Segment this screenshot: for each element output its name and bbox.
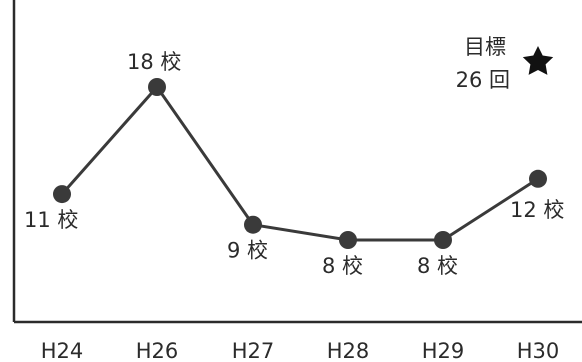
series-line xyxy=(60,84,539,242)
x-tick-h26: H26 xyxy=(136,339,179,362)
data-point-h28 xyxy=(339,231,357,249)
x-tick-h28: H28 xyxy=(327,339,370,362)
x-tick-labels: H24 H26 H27 H28 H29 H30 xyxy=(41,339,560,362)
x-tick-h30: H30 xyxy=(517,339,560,362)
data-label-h24: 11 校 xyxy=(24,208,78,232)
target-value: 26 回 xyxy=(456,68,510,92)
data-label-h28: 8 校 xyxy=(322,254,363,278)
data-point-h27 xyxy=(244,215,262,234)
x-tick-h29: H29 xyxy=(422,339,465,362)
data-point-h30 xyxy=(529,169,547,188)
data-label-h30: 12 校 xyxy=(510,198,564,222)
x-tick-h24: H24 xyxy=(41,339,84,362)
data-labels: 11 校 18 校 9 校 8 校 8 校 12 校 xyxy=(24,50,564,278)
data-point-h26 xyxy=(148,78,166,96)
markers xyxy=(53,78,547,249)
data-label-h27: 9 校 xyxy=(227,239,268,263)
target-label: 目標 xyxy=(464,35,506,59)
data-label-h26: 18 校 xyxy=(127,50,181,74)
data-label-h29: 8 校 xyxy=(417,254,458,278)
data-point-h29 xyxy=(434,231,452,249)
target-annotation: 目標 26 回 xyxy=(456,35,554,92)
star-icon xyxy=(522,46,554,75)
x-tick-h27: H27 xyxy=(232,339,275,362)
data-point-h24 xyxy=(53,185,71,204)
